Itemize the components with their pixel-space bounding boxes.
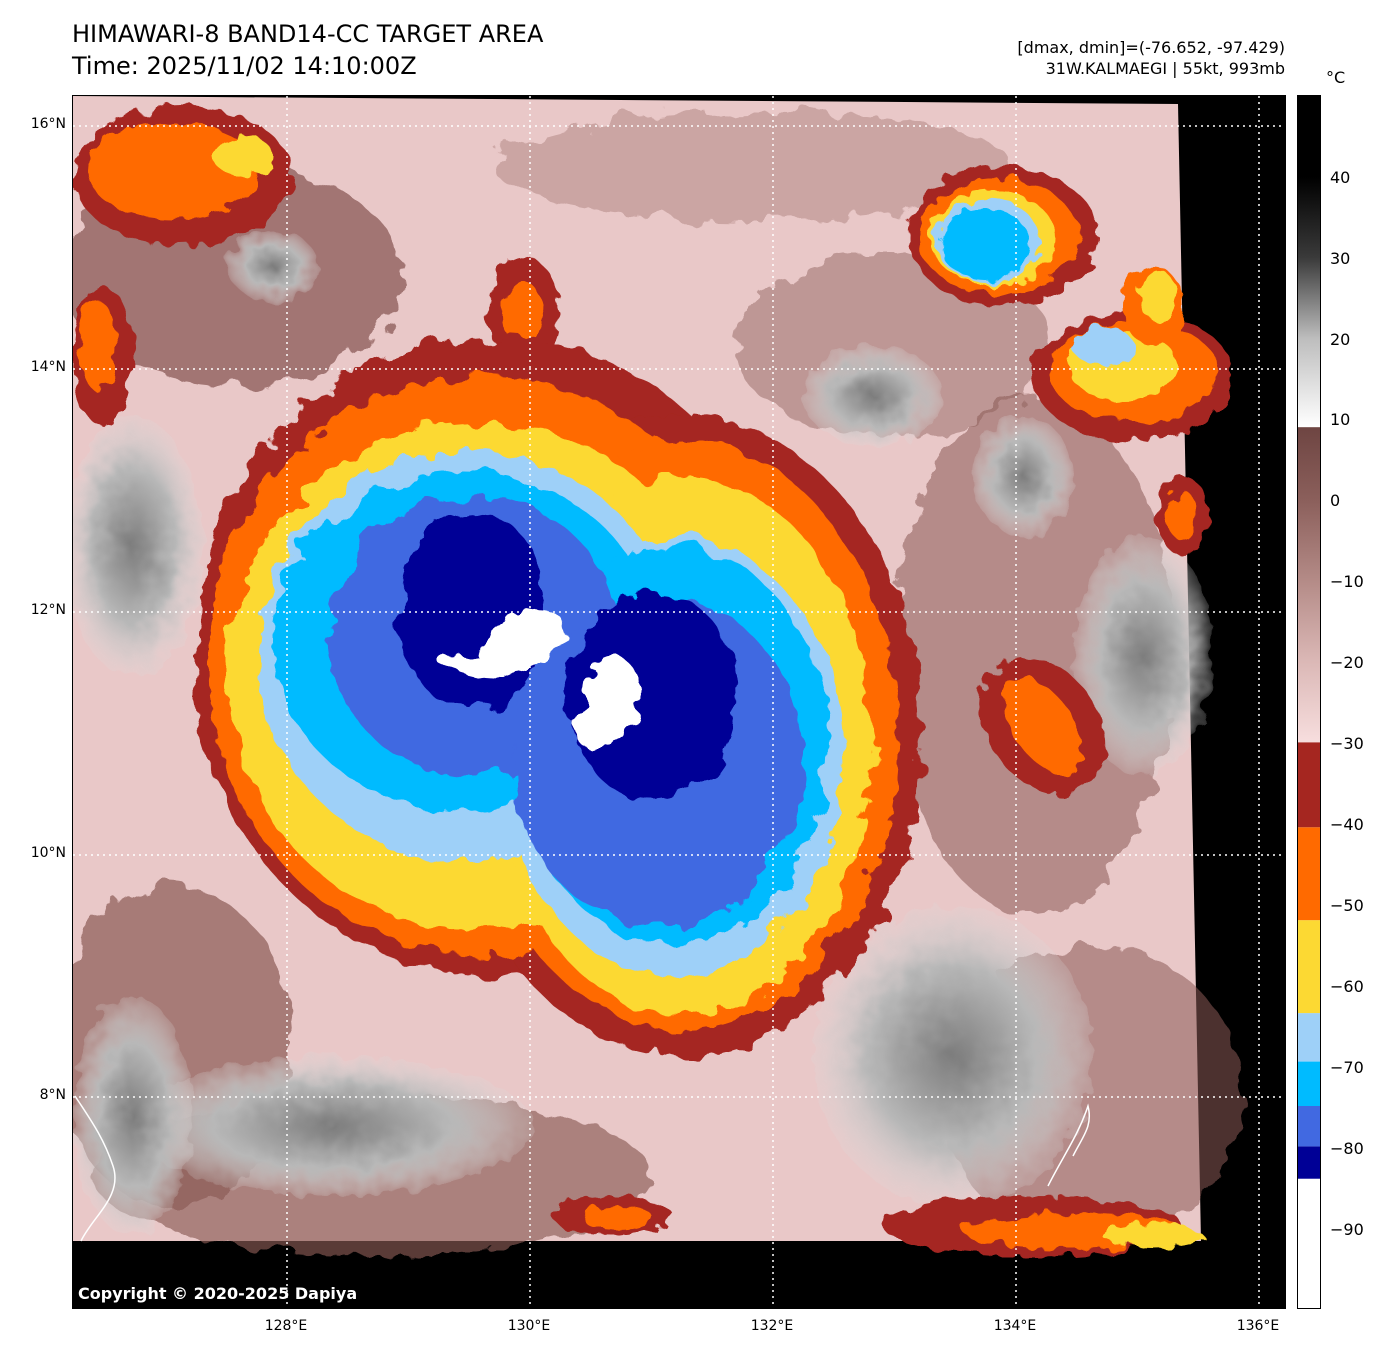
colorbar-band xyxy=(1298,1146,1320,1179)
colorbar-tick: −10 xyxy=(1330,572,1364,591)
colorbar-tick: −40 xyxy=(1330,815,1364,834)
colorbar-band xyxy=(1298,827,1320,921)
colorbar-band xyxy=(1298,1178,1320,1308)
lat-label-14n: 14°N xyxy=(30,359,66,375)
coldest-tops xyxy=(434,609,641,750)
lon-label-136e: 136°E xyxy=(1236,1318,1280,1334)
colorbar-tick: −30 xyxy=(1330,734,1364,753)
colorbar-tick: −80 xyxy=(1330,1139,1364,1158)
colorbar-scale xyxy=(1298,96,1320,1308)
colorbar xyxy=(1297,95,1321,1309)
temperature-range: [dmax, dmin]=(-76.652, -97.429) xyxy=(1017,38,1285,57)
lat-label-12n: 12°N xyxy=(30,602,66,618)
colorbar-tick: −20 xyxy=(1330,653,1364,672)
lat-label-16n: 16°N xyxy=(30,116,66,132)
lon-label-132e: 132°E xyxy=(750,1318,794,1334)
convective-cells-nw xyxy=(73,106,558,426)
lat-label-10n: 10°N xyxy=(30,845,66,861)
colorbar-tick: −90 xyxy=(1330,1220,1364,1239)
colorbar-band xyxy=(1298,1013,1320,1062)
lon-label-130e: 130°E xyxy=(507,1318,551,1334)
colorbar-tick: −60 xyxy=(1330,977,1364,996)
lon-label-128e: 128°E xyxy=(264,1318,308,1334)
chart-title: HIMAWARI-8 BAND14-CC TARGET AREA xyxy=(72,20,544,48)
colorbar-tick: 20 xyxy=(1330,330,1351,349)
colorbar-gradient xyxy=(1298,96,1320,743)
colorbar-tick: 10 xyxy=(1330,410,1351,429)
colorbar-tick: 40 xyxy=(1330,168,1351,187)
timestamp: Time: 2025/11/02 14:10:00Z xyxy=(72,52,417,80)
colorbar-band xyxy=(1298,1061,1320,1106)
storm-info: 31W.KALMAEGI | 55kt, 993mb xyxy=(1045,59,1285,78)
lon-label-134e: 134°E xyxy=(993,1318,1037,1334)
clear-sky-areas xyxy=(73,231,1213,1236)
colorbar-band xyxy=(1298,742,1320,828)
lat-label-8n: 8°N xyxy=(39,1087,66,1103)
satellite-map xyxy=(72,95,1286,1309)
copyright-notice: Copyright © 2020-2025 Dapiya xyxy=(78,1284,358,1303)
colorbar-band xyxy=(1298,920,1320,1014)
colorbar-tick: 30 xyxy=(1330,249,1351,268)
coastlines xyxy=(74,1095,1090,1242)
satellite-imagery xyxy=(73,96,1285,1308)
colorbar-unit: °C xyxy=(1326,68,1346,87)
colorbar-band xyxy=(1298,1106,1320,1147)
convective-cells-e xyxy=(980,476,1208,796)
colorbar-tick: 0 xyxy=(1330,491,1341,510)
convective-cells-s xyxy=(553,1196,1203,1256)
graticule xyxy=(73,96,1285,1308)
colorbar-tick: −70 xyxy=(1330,1058,1364,1077)
colorbar-tick: −50 xyxy=(1330,896,1364,915)
convective-cells-ne xyxy=(908,166,1233,441)
